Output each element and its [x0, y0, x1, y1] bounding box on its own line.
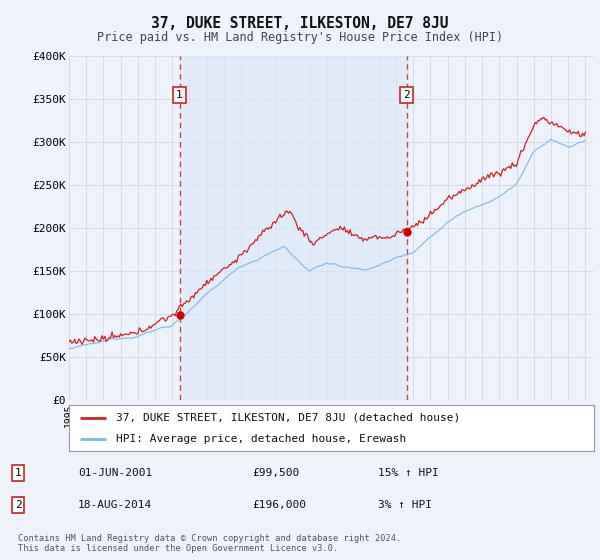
Text: 37, DUKE STREET, ILKESTON, DE7 8JU (detached house): 37, DUKE STREET, ILKESTON, DE7 8JU (deta…	[116, 413, 461, 423]
Text: 2: 2	[404, 90, 410, 100]
Text: £99,500: £99,500	[252, 468, 299, 478]
Text: 18-AUG-2014: 18-AUG-2014	[78, 500, 152, 510]
Text: HPI: Average price, detached house, Erewash: HPI: Average price, detached house, Erew…	[116, 435, 407, 444]
Text: £196,000: £196,000	[252, 500, 306, 510]
Text: 1: 1	[176, 90, 183, 100]
Text: 15% ↑ HPI: 15% ↑ HPI	[378, 468, 439, 478]
Text: 1: 1	[14, 468, 22, 478]
Text: 01-JUN-2001: 01-JUN-2001	[78, 468, 152, 478]
Text: 37, DUKE STREET, ILKESTON, DE7 8JU: 37, DUKE STREET, ILKESTON, DE7 8JU	[151, 16, 449, 31]
Text: 3% ↑ HPI: 3% ↑ HPI	[378, 500, 432, 510]
Text: Contains HM Land Registry data © Crown copyright and database right 2024.
This d: Contains HM Land Registry data © Crown c…	[18, 534, 401, 553]
Bar	[179, 56, 407, 400]
Text: Price paid vs. HM Land Registry's House Price Index (HPI): Price paid vs. HM Land Registry's House …	[97, 31, 503, 44]
Text: 2: 2	[14, 500, 22, 510]
